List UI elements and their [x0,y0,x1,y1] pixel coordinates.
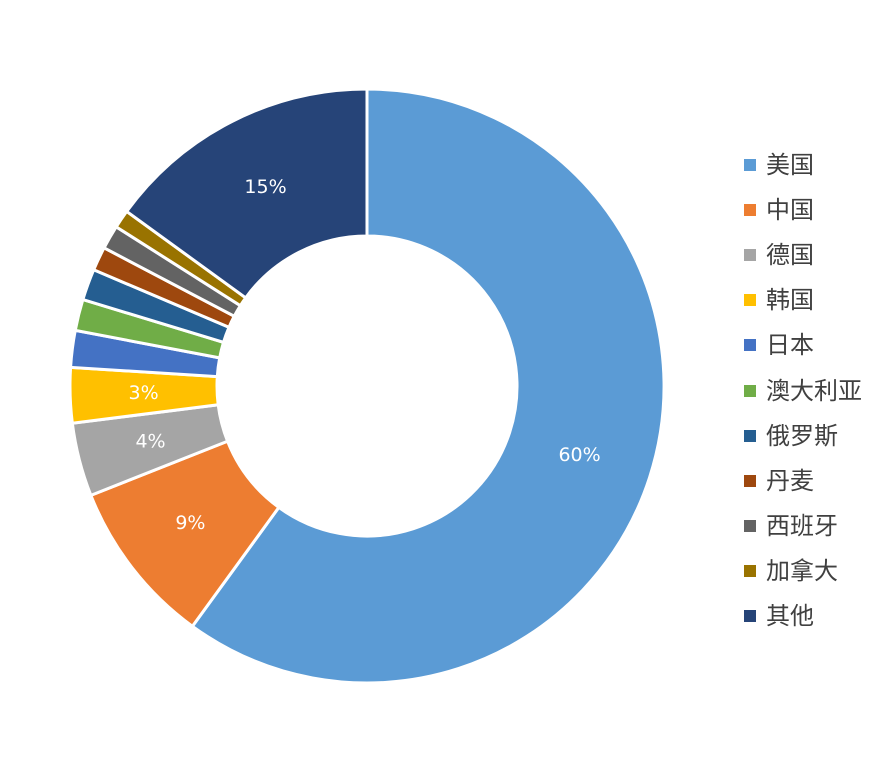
legend-swatch [744,520,756,533]
legend-item-9: 加拿大 [744,549,862,594]
legend-label: 美国 [766,150,814,179]
slice-label-0: 60% [558,444,600,466]
legend-label: 俄罗斯 [766,421,838,450]
legend-label: 加拿大 [766,557,838,586]
slice-0 [190,87,666,685]
legend-item-5: 澳大利亚 [744,368,862,413]
slice-label-1: 9% [175,512,205,534]
legend-swatch [744,339,756,352]
slice-label-3: 3% [129,382,159,404]
legend-item-2: 德国 [744,232,862,277]
legend-label: 西班牙 [766,512,838,541]
legend-swatch [744,294,756,307]
legend-swatch [744,429,756,442]
legend-label: 澳大利亚 [766,376,862,405]
legend-swatch [744,158,756,171]
legend-item-4: 日本 [744,323,862,368]
legend-item-0: 美国 [744,142,862,187]
legend-swatch [744,610,756,623]
slice-labels: 60% 9% 4% 3% 15% [129,176,601,534]
legend-item-1: 中国 [744,187,862,232]
legend-item-6: 俄罗斯 [744,413,862,458]
donut-slices [68,87,666,685]
legend-item-8: 西班牙 [744,504,862,549]
legend-item-7: 丹麦 [744,458,862,503]
legend-swatch [744,565,756,578]
legend-swatch [744,384,756,397]
legend-swatch [744,203,756,216]
legend-label: 丹麦 [766,466,814,495]
legend-item-10: 其他 [744,594,862,639]
legend-item-3: 韩国 [744,278,862,323]
legend-swatch [744,474,756,487]
legend-label: 日本 [766,331,814,360]
slice-label-2: 4% [135,431,165,453]
slice-10 [124,87,369,300]
chart-legend: 美国中国德国韩国日本澳大利亚俄罗斯丹麦西班牙加拿大其他 [744,142,862,639]
legend-label: 中国 [766,195,814,224]
legend-swatch [744,248,756,261]
legend-label: 其他 [766,602,814,631]
legend-label: 韩国 [766,286,814,315]
slice-label-10: 15% [244,176,286,198]
legend-label: 德国 [766,240,814,269]
